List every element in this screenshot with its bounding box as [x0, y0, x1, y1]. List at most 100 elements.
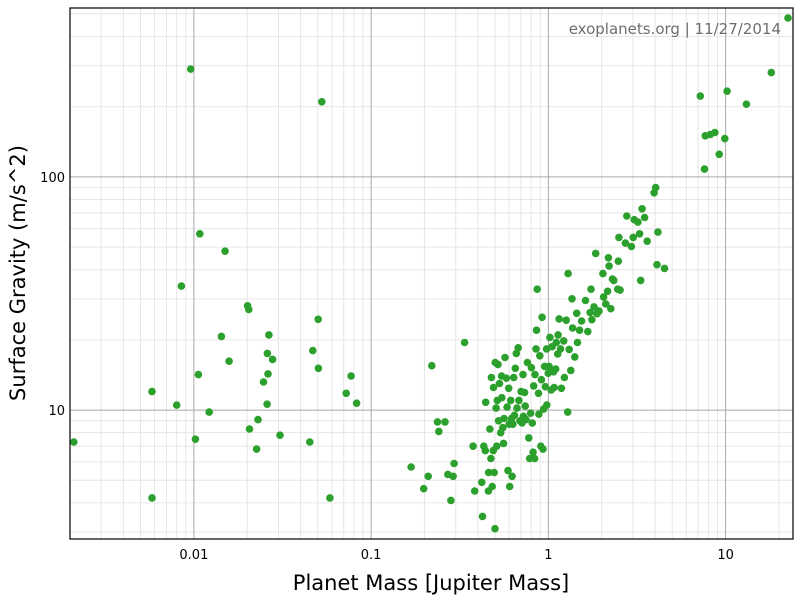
data-point [614, 257, 623, 266]
data-point [342, 389, 351, 398]
data-point [526, 409, 535, 418]
data-point [634, 218, 642, 226]
data-point [587, 285, 595, 294]
data-point [499, 439, 508, 448]
data-point [541, 382, 550, 391]
data-point [523, 358, 532, 367]
data-point [590, 303, 598, 311]
data-point [450, 459, 458, 468]
data-point [660, 264, 669, 273]
data-point [723, 87, 731, 95]
data-point [194, 370, 203, 379]
data-point [505, 482, 514, 491]
data-point [254, 415, 262, 424]
data-point [529, 448, 537, 457]
data-point [530, 454, 539, 463]
data-point [487, 454, 495, 463]
y-axis-ticks: 10 100 [40, 171, 65, 419]
data-point [259, 378, 268, 386]
data-point [543, 401, 551, 409]
data-point [217, 332, 226, 341]
data-point [326, 494, 334, 502]
data-point [520, 388, 529, 397]
data-point [495, 379, 504, 388]
data-point [469, 442, 477, 451]
data-point [564, 269, 572, 278]
data-point [347, 372, 355, 380]
data-point [621, 239, 630, 247]
y-tick-label: 100 [40, 171, 65, 186]
data-point [492, 404, 500, 412]
data-point [490, 468, 499, 477]
data-point [550, 383, 558, 392]
data-point [531, 370, 539, 379]
data-point [205, 408, 213, 416]
data-point [504, 466, 512, 475]
data-point [627, 242, 636, 251]
watermark-text: exoplanets.org | 11/27/2014 [569, 20, 781, 38]
data-point [654, 228, 662, 236]
data-point [263, 400, 271, 409]
data-point [428, 361, 436, 370]
data-point [560, 373, 569, 382]
data-point [568, 324, 577, 332]
data-point [635, 230, 644, 238]
data-point [603, 287, 612, 296]
x-tick-label: 0.1 [361, 548, 382, 563]
data-point [487, 373, 496, 382]
data-point [513, 404, 521, 412]
data-point [509, 373, 518, 382]
data-point [70, 438, 78, 446]
data-point [527, 363, 536, 372]
data-point [511, 364, 520, 373]
data-point [481, 446, 490, 455]
data-point [551, 365, 560, 373]
data-point [522, 415, 530, 424]
data-point [424, 472, 433, 481]
data-point [501, 353, 509, 362]
data-point [571, 353, 579, 361]
data-point [572, 309, 581, 318]
plot-background [70, 8, 793, 539]
data-point [715, 150, 723, 159]
data-point [245, 425, 254, 433]
data-point [318, 98, 326, 106]
data-point [488, 482, 497, 491]
data-point [532, 345, 540, 353]
data-point [186, 65, 195, 73]
data-point [148, 494, 156, 502]
data-point [586, 308, 594, 317]
data-point [196, 230, 204, 238]
data-point [504, 384, 513, 393]
data-point [525, 434, 533, 442]
data-point [225, 357, 233, 366]
data-point [554, 331, 562, 339]
data-point [532, 326, 541, 335]
data-point [407, 463, 415, 471]
data-point [510, 411, 519, 420]
data-point [419, 484, 428, 493]
data-point [441, 418, 449, 426]
data-point [481, 398, 490, 407]
data-point [263, 349, 272, 358]
data-point [508, 472, 516, 481]
data-point [506, 396, 515, 405]
data-point [546, 333, 554, 342]
data-point [494, 360, 502, 369]
data-point [636, 276, 645, 285]
data-points [70, 14, 792, 533]
data-point [470, 487, 479, 495]
data-point [640, 213, 649, 222]
x-axis-title: Planet Mass [Jupiter Mass] [293, 571, 569, 595]
data-point [500, 414, 508, 423]
data-point [581, 296, 590, 305]
data-point [148, 387, 156, 396]
data-point [602, 300, 610, 308]
data-point [784, 14, 792, 22]
data-point [528, 419, 537, 427]
data-point [306, 438, 314, 446]
data-point [484, 468, 493, 477]
data-point [521, 402, 529, 410]
data-point [447, 496, 455, 505]
